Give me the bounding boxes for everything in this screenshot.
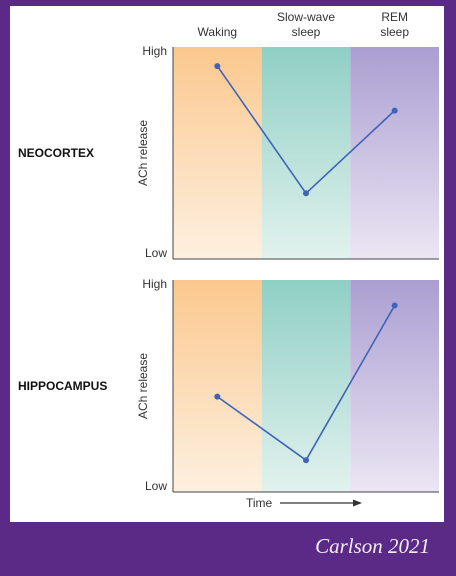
time-arrow-head-icon <box>353 499 362 507</box>
phase-label-line1: REM <box>381 10 408 24</box>
y-tick-high: High <box>142 44 167 58</box>
data-point-rem-sleep <box>391 107 398 114</box>
data-point-waking <box>214 63 221 70</box>
y-tick-high: High <box>142 277 167 291</box>
data-point-rem-sleep <box>391 302 398 309</box>
data-point-slow-wave-sleep <box>303 457 309 464</box>
panel-name: NEOCORTEX <box>18 146 94 160</box>
phase-label-line1: Slow-wave <box>277 10 335 24</box>
panels: High Low ACh release NEOCORTEX High Low ACh re… <box>18 44 439 493</box>
x-axis: Time <box>246 496 362 510</box>
y-tick-low: Low <box>145 479 167 493</box>
x-axis-label: Time <box>246 496 273 510</box>
y-axis-label: ACh release <box>136 353 150 419</box>
y-axis-label: ACh release <box>136 120 150 186</box>
phase-label-line2: sleep <box>292 25 321 39</box>
slow-wave-band <box>261 47 351 259</box>
waking-band <box>173 47 262 259</box>
panel-neocortex: High Low ACh release NEOCORTEX <box>18 44 439 260</box>
y-tick-low: Low <box>145 246 167 260</box>
data-point-waking <box>214 393 221 400</box>
slow-wave-band <box>261 280 351 492</box>
phase-label-line1: Waking <box>198 25 238 39</box>
rem-band <box>350 47 439 259</box>
panel-hippocampus: High Low ACh release HIPPOCAMPUS <box>18 277 439 493</box>
panel-name: HIPPOCAMPUS <box>18 379 107 393</box>
data-point-slow-wave-sleep <box>303 190 309 197</box>
waking-band <box>173 280 262 492</box>
figure-card: Waking Slow-wave sleep REM sleep High Low ACh … <box>10 6 444 522</box>
rem-band <box>350 280 439 492</box>
citation: Carlson 2021 <box>315 534 430 558</box>
phase-label-line2: sleep <box>380 25 409 39</box>
